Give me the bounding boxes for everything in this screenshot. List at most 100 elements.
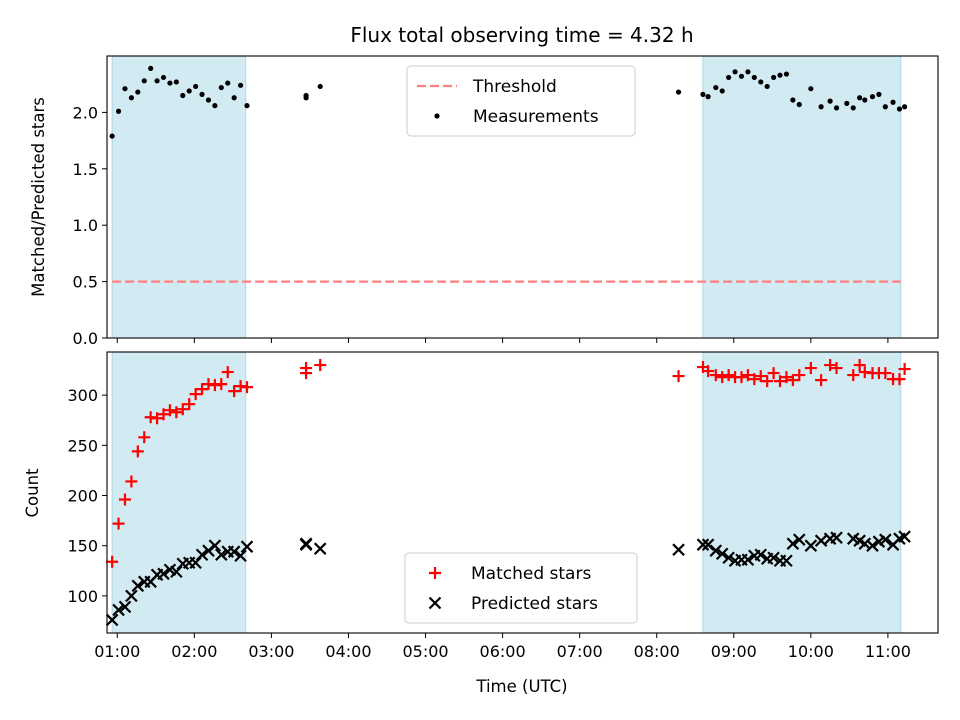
x-tick-label: 09:00 bbox=[711, 642, 757, 661]
cross-marker bbox=[741, 553, 755, 567]
cross-marker bbox=[780, 554, 793, 568]
chart-title: Flux total observing time = 4.32 h bbox=[350, 23, 693, 47]
plus-marker bbox=[786, 374, 799, 387]
observing-band-1 bbox=[111, 351, 247, 634]
plus-marker bbox=[221, 366, 234, 379]
legend-box bbox=[406, 65, 636, 137]
y-tick-label: 150 bbox=[67, 537, 98, 556]
x-tick-label: 04:00 bbox=[325, 642, 371, 661]
y-axis-label-count: Count bbox=[23, 468, 42, 518]
dot-marker bbox=[764, 83, 770, 90]
plus-marker bbox=[767, 367, 780, 380]
dot-marker bbox=[896, 106, 903, 112]
dot-marker bbox=[890, 99, 896, 105]
plus-marker bbox=[879, 367, 892, 380]
cross-marker bbox=[131, 579, 145, 593]
cross-marker bbox=[208, 539, 222, 552]
dot-marker bbox=[244, 103, 250, 109]
plus-marker bbox=[183, 398, 196, 411]
dot-marker bbox=[303, 92, 309, 99]
dot-marker bbox=[135, 89, 141, 95]
cross-marker bbox=[125, 589, 138, 603]
plus-marker bbox=[898, 363, 911, 376]
cross-marker bbox=[112, 603, 125, 617]
plus-marker bbox=[761, 375, 774, 388]
cross-marker bbox=[170, 565, 183, 579]
plus-marker bbox=[847, 369, 860, 382]
cross-marker bbox=[715, 547, 729, 560]
cross-marker bbox=[754, 548, 768, 561]
plus-marker bbox=[735, 371, 748, 384]
plus-marker bbox=[722, 369, 735, 382]
dot-marker bbox=[808, 86, 814, 92]
plus-marker bbox=[106, 555, 119, 568]
legend: Threshold Measurements bbox=[406, 65, 636, 137]
dot-marker bbox=[212, 103, 218, 109]
dot-marker bbox=[745, 69, 751, 75]
plus-marker bbox=[112, 517, 125, 530]
plus-marker bbox=[240, 381, 253, 394]
cross-marker bbox=[299, 538, 313, 551]
plus-marker bbox=[314, 359, 327, 372]
dot-marker bbox=[122, 86, 128, 92]
plus-marker bbox=[830, 362, 843, 375]
legend-marker-swatch bbox=[428, 596, 442, 610]
plus-marker bbox=[157, 408, 170, 421]
plus-marker bbox=[300, 362, 313, 375]
cross-marker bbox=[786, 537, 800, 550]
cross-marker bbox=[722, 551, 735, 565]
dot-marker bbox=[167, 80, 173, 86]
dot-marker bbox=[186, 88, 192, 94]
x-tick-label: 07:00 bbox=[557, 642, 603, 661]
dot-marker bbox=[141, 78, 147, 84]
plus-marker bbox=[716, 371, 729, 384]
dot-marker bbox=[109, 133, 115, 139]
plus-marker bbox=[853, 359, 866, 372]
y-tick-label: 0.0 bbox=[73, 329, 98, 348]
dot-marker bbox=[218, 84, 224, 91]
cross-marker bbox=[189, 556, 202, 570]
cross-marker bbox=[866, 539, 879, 552]
dot-marker bbox=[675, 89, 682, 95]
plus-marker bbox=[176, 403, 189, 416]
legend-marker-swatch bbox=[429, 567, 441, 579]
dot-marker bbox=[128, 95, 135, 101]
x-tick-label: 01:00 bbox=[94, 642, 140, 661]
dot-marker bbox=[726, 74, 732, 81]
dot-marker bbox=[317, 83, 323, 90]
y-tick-label: 200 bbox=[67, 487, 98, 506]
dot-marker bbox=[862, 97, 868, 103]
cross-marker bbox=[696, 538, 710, 551]
y-tick-label: 300 bbox=[67, 386, 98, 405]
dot-marker bbox=[180, 92, 186, 99]
x-tick-label: 06:00 bbox=[480, 642, 526, 661]
legend-entry-label: Threshold bbox=[472, 77, 557, 97]
plus-marker bbox=[793, 369, 806, 382]
plus-marker bbox=[163, 404, 176, 417]
legend-entry-label: Measurements bbox=[473, 107, 599, 127]
dot-marker bbox=[818, 104, 824, 110]
cross-marker bbox=[793, 533, 806, 546]
dot-marker bbox=[770, 74, 777, 81]
observing-band-2 bbox=[702, 351, 902, 634]
dot-marker bbox=[844, 100, 850, 106]
dot-marker bbox=[902, 104, 908, 110]
dot-marker bbox=[719, 88, 725, 94]
dot-marker bbox=[796, 101, 802, 108]
dot-marker bbox=[237, 82, 244, 88]
observing-band-1 bbox=[111, 55, 247, 339]
plus-marker bbox=[151, 412, 164, 425]
plus-marker bbox=[702, 365, 715, 378]
y-tick-label: 2.0 bbox=[73, 103, 98, 122]
x-tick-label: 03:00 bbox=[248, 642, 294, 661]
x-tick-label: 11:00 bbox=[865, 642, 911, 661]
y-tick-label: 1.5 bbox=[73, 160, 98, 179]
plus-marker bbox=[189, 388, 202, 401]
dot-marker bbox=[758, 79, 764, 85]
series-measurements bbox=[109, 65, 908, 139]
cross-marker bbox=[898, 530, 911, 543]
legend: Matched stars Predicted stars bbox=[404, 552, 638, 624]
x-tick-label: 02:00 bbox=[171, 642, 217, 661]
plus-marker bbox=[672, 370, 685, 383]
plus-marker bbox=[893, 373, 906, 386]
